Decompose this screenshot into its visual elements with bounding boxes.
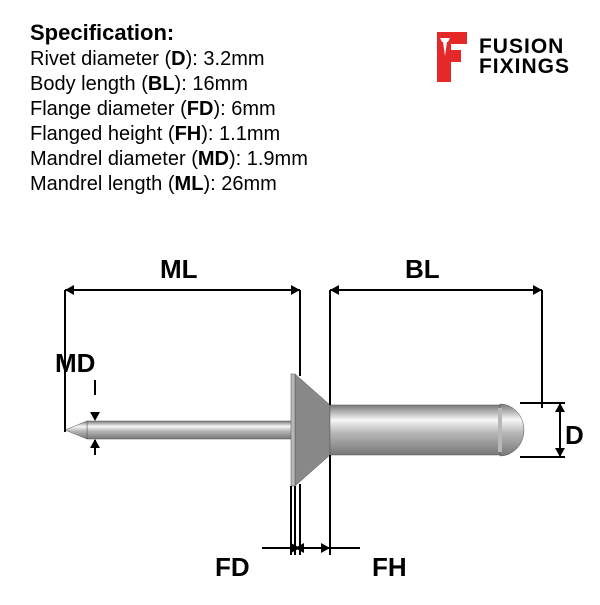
logo-word-2: FIXINGS: [479, 57, 570, 77]
spec-code: D: [171, 48, 185, 70]
spec-label: Mandrel length: [30, 173, 162, 195]
spec-value: 1.9mm: [247, 148, 308, 170]
spec-code: FH: [175, 123, 202, 145]
spec-value: 3.2mm: [203, 48, 264, 70]
logo-mark-icon: [421, 30, 469, 84]
spec-row: Rivet diameter (D): 3.2mm: [30, 48, 308, 71]
brand-logo: FUSION FIXINGS: [421, 30, 570, 84]
spec-code: FD: [187, 98, 214, 120]
spec-label: Body length: [30, 73, 136, 95]
spec-label: Flanged height: [30, 123, 162, 145]
spec-label: Rivet diameter: [30, 48, 159, 70]
spec-row: Flanged height (FH): 1.1mm: [30, 123, 308, 146]
spec-title: Specification:: [30, 20, 308, 46]
dim-label-bl: BL: [405, 254, 440, 285]
spec-code: BL: [148, 73, 175, 95]
dim-label-fd: FD: [215, 552, 250, 583]
spec-value: 26mm: [221, 173, 277, 195]
spec-label: Mandrel diameter: [30, 148, 186, 170]
spec-code: ML: [175, 173, 204, 195]
spec-code: MD: [198, 148, 229, 170]
spec-row: Mandrel diameter (MD): 1.9mm: [30, 148, 308, 171]
logo-word-1: FUSION: [479, 37, 570, 57]
dim-label-ml: ML: [160, 254, 198, 285]
dim-label-fh: FH: [372, 552, 407, 583]
rivet-diagram: ML BL MD D FD FH: [0, 260, 600, 600]
spec-value: 6mm: [231, 98, 275, 120]
dim-label-d: D: [565, 420, 584, 451]
spec-value: 1.1mm: [219, 123, 280, 145]
dim-label-md: MD: [55, 348, 95, 379]
spec-label: Flange diameter: [30, 98, 175, 120]
specification-block: Specification: Rivet diameter (D): 3.2mm…: [30, 20, 308, 196]
spec-row: Mandrel length (ML): 26mm: [30, 173, 308, 196]
spec-row: Flange diameter (FD): 6mm: [30, 98, 308, 121]
spec-row: Body length (BL): 16mm: [30, 73, 308, 96]
spec-value: 16mm: [192, 73, 248, 95]
